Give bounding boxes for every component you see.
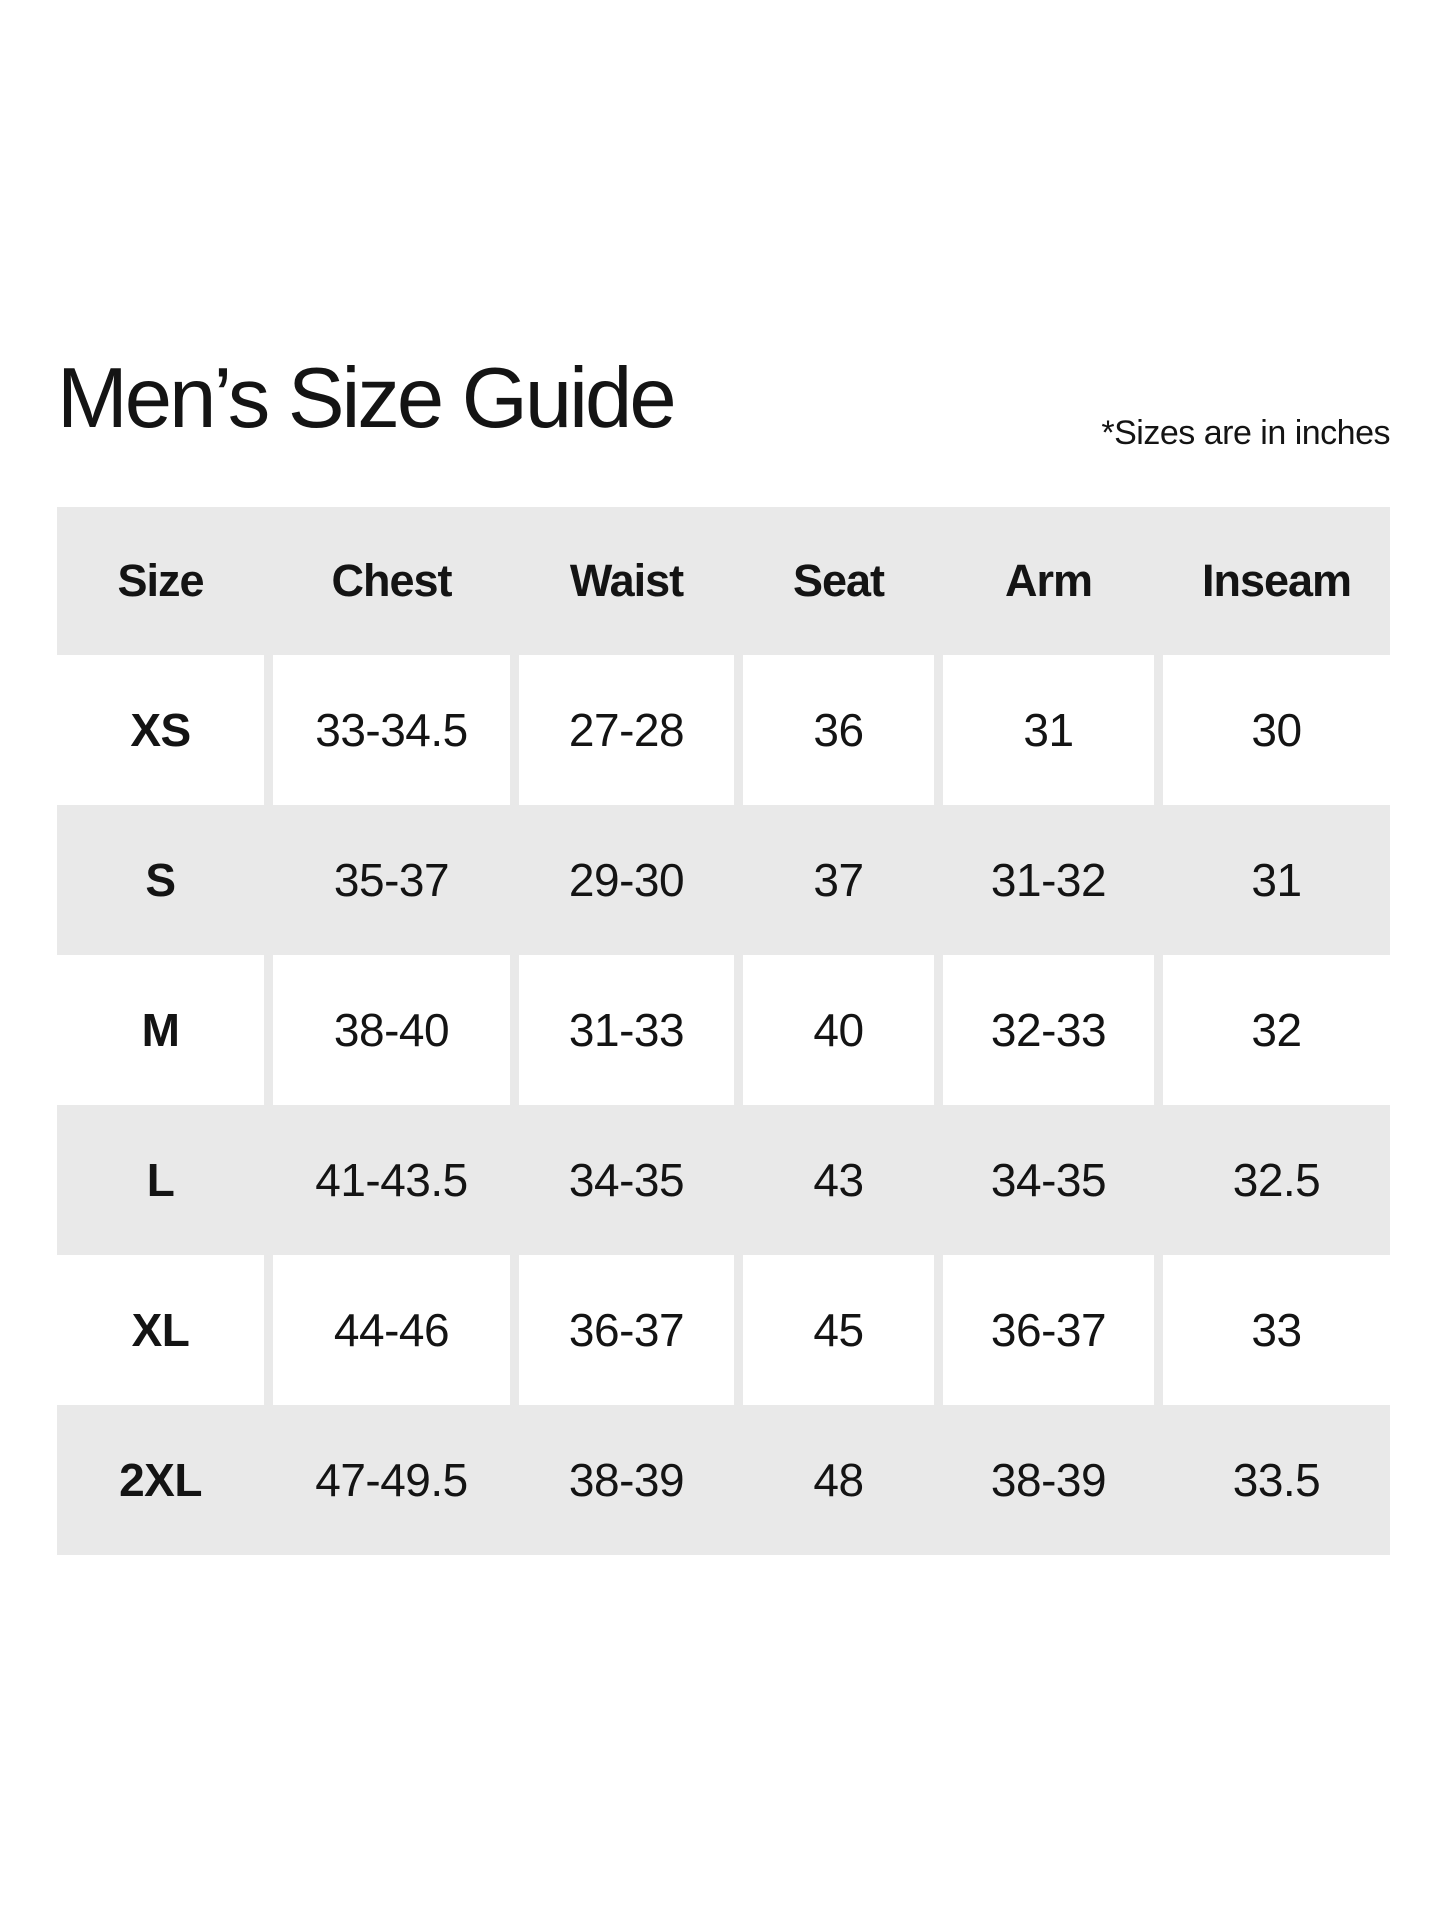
seat-value: 45	[734, 1255, 934, 1405]
waist-value: 38-39	[510, 1405, 734, 1555]
seat-value: 48	[734, 1405, 934, 1555]
seat-value: 36	[734, 655, 934, 805]
waist-value: 36-37	[510, 1255, 734, 1405]
waist-value: 27-28	[510, 655, 734, 805]
table-row-l: L 41-43.5 34-35 43 34-35 32.5	[57, 1105, 1390, 1255]
inseam-value: 30	[1154, 655, 1390, 805]
page-title: Men’s Size Guide	[57, 351, 677, 446]
chest-value: 41-43.5	[264, 1105, 510, 1255]
table-row-s: S 35-37 29-30 37 31-32 31	[57, 805, 1390, 955]
size-label: 2XL	[119, 1454, 202, 1506]
seat-value: 40	[734, 955, 934, 1105]
table-row-2xl: 2XL 47-49.5 38-39 48 38-39 33.5	[57, 1405, 1390, 1555]
seat-value: 43	[734, 1105, 934, 1255]
column-header-arm: Arm	[934, 507, 1154, 655]
arm-value: 31	[934, 655, 1154, 805]
column-header-seat: Seat	[734, 507, 934, 655]
inseam-value: 32.5	[1154, 1105, 1390, 1255]
waist-value: 31-33	[510, 955, 734, 1105]
size-label: M	[141, 1004, 180, 1056]
table-row-xs: XS 33-34.5 27-28 36 31 30	[57, 655, 1390, 805]
size-label: L	[146, 1154, 175, 1206]
chest-value: 33-34.5	[264, 655, 510, 805]
column-header-inseam: Inseam	[1154, 507, 1390, 655]
arm-value: 31-32	[934, 805, 1154, 955]
size-table: Size Chest Waist Seat Arm Inseam XS 33-3…	[57, 507, 1390, 1555]
table-row-xl: XL 44-46 36-37 45 36-37 33	[57, 1255, 1390, 1405]
chest-value: 47-49.5	[264, 1405, 510, 1555]
table-header-row: Size Chest Waist Seat Arm Inseam	[57, 507, 1390, 655]
column-header-chest: Chest	[264, 507, 510, 655]
arm-value: 36-37	[934, 1255, 1154, 1405]
size-label: S	[145, 854, 176, 906]
units-note: *Sizes are in inches	[1101, 414, 1390, 452]
column-header-waist: Waist	[510, 507, 734, 655]
inseam-value: 32	[1154, 955, 1390, 1105]
inseam-value: 31	[1154, 805, 1390, 955]
chest-value: 38-40	[264, 955, 510, 1105]
table-row-m: M 38-40 31-33 40 32-33 32	[57, 955, 1390, 1105]
size-label: XL	[131, 1304, 190, 1356]
waist-value: 29-30	[510, 805, 734, 955]
chest-value: 35-37	[264, 805, 510, 955]
arm-value: 34-35	[934, 1105, 1154, 1255]
size-label: XS	[130, 704, 191, 756]
column-header-size: Size	[117, 555, 204, 606]
arm-value: 32-33	[934, 955, 1154, 1105]
arm-value: 38-39	[934, 1405, 1154, 1555]
chest-value: 44-46	[264, 1255, 510, 1405]
inseam-value: 33.5	[1154, 1405, 1390, 1555]
inseam-value: 33	[1154, 1255, 1390, 1405]
seat-value: 37	[734, 805, 934, 955]
waist-value: 34-35	[510, 1105, 734, 1255]
